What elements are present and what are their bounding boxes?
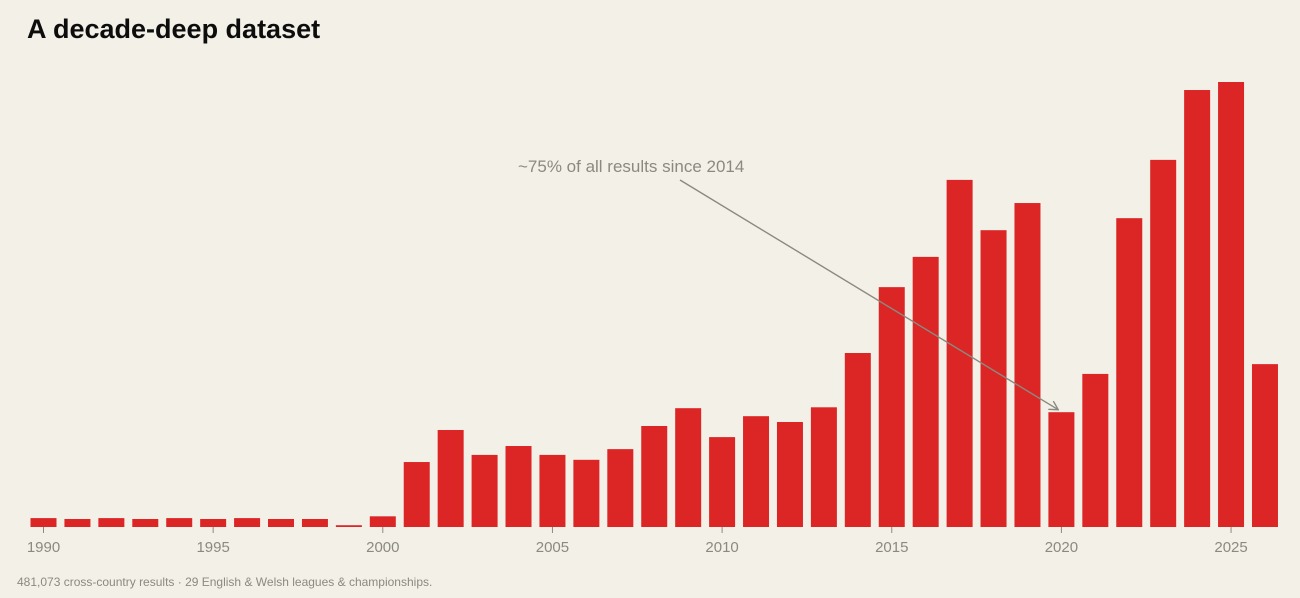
bar-2026 (1251, 364, 1278, 527)
bar-2019 (1014, 203, 1041, 528)
bar-2004 (505, 446, 532, 527)
x-tick-label: 2020 (1045, 539, 1078, 556)
bar-2023 (1150, 159, 1177, 528)
bar-2021 (1082, 373, 1109, 527)
x-tick-label: 1990 (27, 539, 60, 556)
annotation-arrow (679, 179, 1057, 409)
bar-1997 (268, 518, 295, 527)
bar-2006 (573, 459, 600, 527)
x-tick-label: 2025 (1214, 539, 1247, 556)
bar-2012 (776, 421, 803, 527)
bar-1991 (64, 518, 91, 527)
x-tick-label: 2005 (536, 539, 569, 556)
bar-1996 (234, 518, 261, 527)
x-tick-label: 2010 (705, 539, 738, 556)
bar-2014 (844, 353, 871, 527)
bar-2025 (1218, 82, 1245, 527)
bars-group (30, 82, 1278, 528)
bar-2003 (471, 454, 498, 527)
bar-1993 (132, 518, 159, 527)
bar-2001 (403, 462, 430, 527)
bar-2010 (709, 437, 736, 527)
bar-2005 (539, 454, 566, 527)
bar-2016 (912, 256, 939, 527)
bar-2008 (641, 425, 668, 527)
bar-1990 (30, 518, 57, 527)
bar-1995 (200, 518, 227, 527)
bar-2000 (369, 516, 396, 527)
x-tick-label: 2015 (875, 539, 908, 556)
bar-2020 (1048, 412, 1075, 527)
bar-2022 (1116, 218, 1143, 528)
bar-2013 (810, 407, 837, 527)
bar-2009 (675, 408, 702, 527)
bar-2011 (743, 416, 770, 527)
bar-2017 (946, 179, 973, 527)
annotation-text: ~75% of all results since 2014 (518, 157, 744, 176)
bar-1994 (166, 518, 193, 527)
bar-2002 (437, 429, 464, 527)
bar-chart: 1990 1995 2000 2005 2010 2015 2020 2025 ~75% of… (27, 82, 1278, 556)
annotation-group: ~75% of all results since 2014 (518, 157, 1057, 409)
bar-2024 (1184, 90, 1211, 527)
bar-1999 (335, 525, 362, 527)
bar-2018 (980, 230, 1007, 527)
bar-1998 (301, 518, 328, 527)
chart-title: A decade-deep dataset (27, 14, 321, 44)
x-axis: 1990 1995 2000 2005 2010 2015 2020 2025 (27, 527, 1248, 556)
bar-2007 (607, 449, 634, 528)
x-tick-label: 2000 (366, 539, 399, 556)
bar-2015 (878, 287, 905, 527)
x-tick-label: 1995 (196, 539, 229, 556)
bar-1992 (98, 518, 125, 527)
footer-note: 481,073 cross-country results · 29 Engli… (17, 575, 433, 589)
